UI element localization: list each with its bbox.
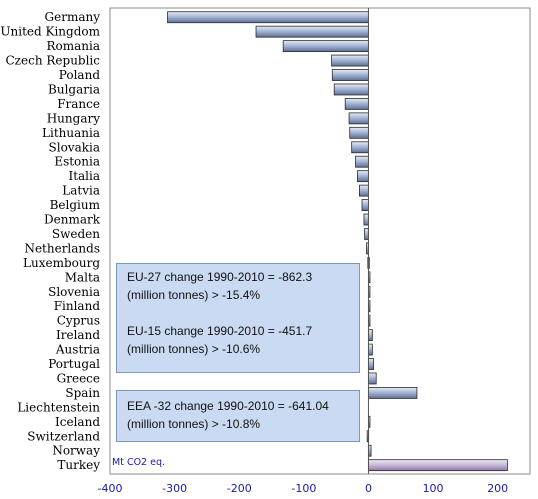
bar-latvia [359, 184, 369, 197]
category-label: Estonia [54, 155, 100, 169]
bar-estonia [355, 155, 369, 168]
bar-denmark [363, 213, 369, 226]
bar-slovakia [351, 141, 369, 154]
category-label: Malta [65, 270, 100, 284]
category-label: Austria [55, 343, 100, 357]
category-label: Spain [65, 386, 100, 400]
bar-spain [368, 387, 418, 399]
category-label: Luxembourg [23, 256, 100, 270]
bar-ireland [368, 329, 373, 342]
bar-sweden [364, 228, 369, 240]
bar-bulgaria [333, 83, 369, 96]
bar-belgium [361, 199, 369, 211]
eea-change-annotation: EEA -32 change 1990-2010 = -641.04 (mill… [116, 390, 360, 442]
category-label: Italia [68, 169, 100, 183]
category-label: Bulgaria [48, 82, 100, 96]
category-label: Romania [46, 39, 100, 53]
category-label: Portugal [48, 357, 100, 371]
bar-united-kingdom [255, 25, 369, 38]
category-label: Germany [45, 10, 101, 24]
category-label: France [57, 97, 100, 111]
category-label: Greece [57, 371, 100, 385]
annotation-spacer [127, 304, 359, 322]
category-label: Denmark [44, 213, 101, 227]
category-label: Cyprus [57, 314, 100, 328]
category-label: Iceland [55, 415, 100, 429]
x-tick-label: -300 [162, 482, 187, 495]
annotation-line: (million tonnes) > -10.8% [127, 417, 261, 431]
bar-romania [282, 40, 369, 53]
annotation-line: EEA -32 change 1990-2010 = -641.04 [127, 399, 329, 413]
x-tick-label: -400 [98, 482, 123, 495]
category-label: Sweden [52, 227, 100, 241]
category-label: Latvia [62, 184, 100, 198]
annotation-line: (million tonnes) > -15.4% [127, 288, 261, 302]
eu-change-annotation: EU-27 change 1990-2010 = -862.3 (million… [116, 263, 360, 373]
bar-hungary [348, 112, 369, 125]
bar-france [344, 98, 369, 110]
category-label: Ireland [56, 328, 100, 342]
x-axis-ticks: -400 -300 -200 -100 0 100 200 [98, 482, 509, 495]
annotation-line: (million tonnes) > -10.6% [127, 342, 261, 356]
bar-germany [167, 11, 369, 24]
category-label: Netherlands [24, 241, 100, 255]
category-label: Finland [54, 299, 101, 313]
category-label: Liechtenstein [17, 400, 100, 414]
x-tick-label: 100 [423, 482, 444, 495]
category-label: Slovenia [48, 285, 100, 299]
bar-portugal [368, 358, 375, 370]
category-label: Czech Republic [6, 54, 101, 68]
unit-label: Mt CO2 eq. [112, 457, 165, 468]
category-label: Turkey [57, 458, 100, 472]
bar-turkey [368, 459, 508, 472]
bar-poland [331, 69, 369, 81]
annotation-line: EU-15 change 1990-2010 = -451.7 [127, 324, 313, 338]
bar-czech-republic [331, 54, 369, 67]
bar-greece [368, 372, 377, 385]
category-label: Slovakia [49, 140, 100, 154]
category-label: Hungary [47, 111, 100, 125]
category-label: Norway [52, 444, 100, 458]
category-label: Lithuania [42, 126, 100, 140]
x-tick-label: -200 [227, 482, 252, 495]
annotation-line: EU-27 change 1990-2010 = -862.3 [127, 270, 313, 284]
bar-lithuania [349, 126, 369, 139]
bar-italia [357, 170, 369, 183]
category-label: United Kingdom [0, 25, 100, 39]
bar-austria [368, 343, 373, 356]
x-tick-label: 200 [487, 482, 508, 495]
x-tick-label: 0 [365, 482, 372, 495]
x-tick-label: -100 [291, 482, 316, 495]
category-label: Poland [59, 68, 101, 82]
category-label: Belgium [50, 198, 101, 212]
category-label: Switzerland [27, 429, 100, 443]
